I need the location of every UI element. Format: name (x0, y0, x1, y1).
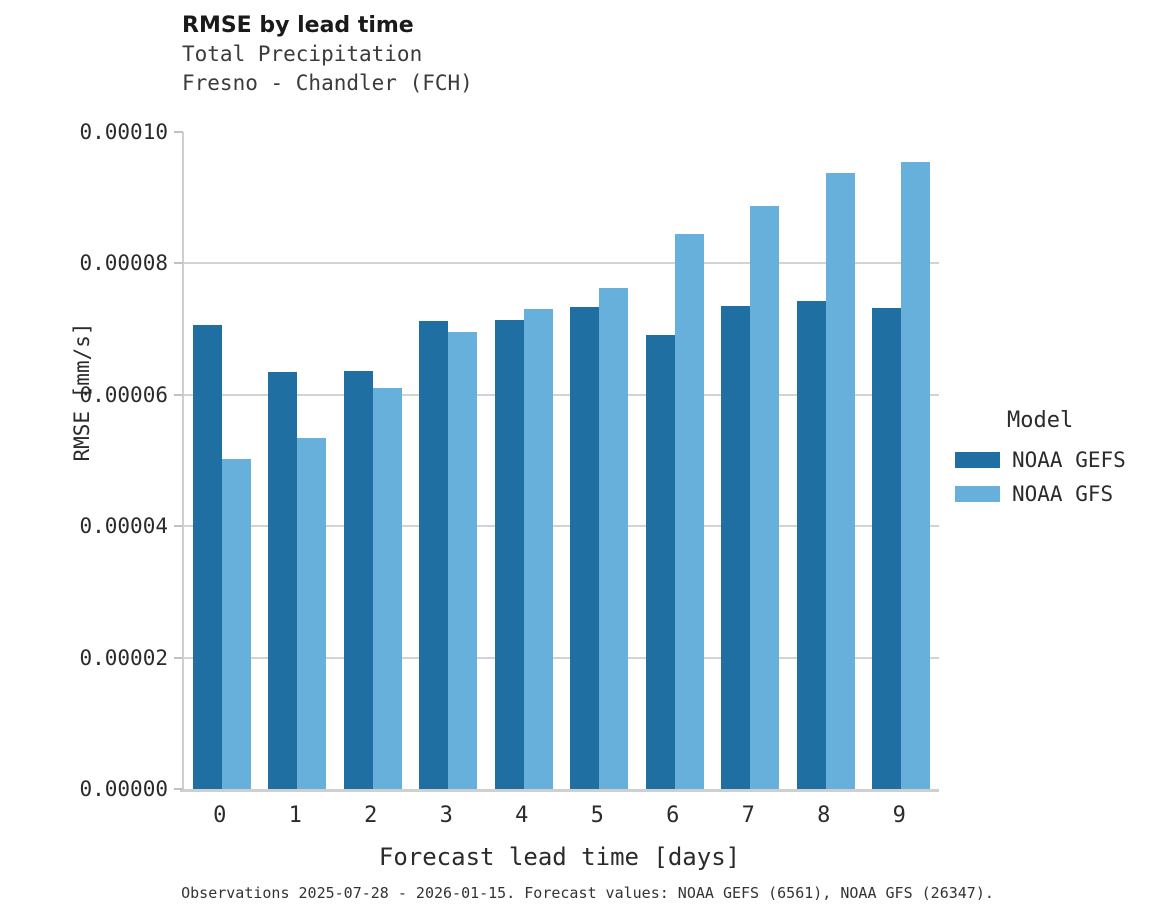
bar (570, 307, 600, 789)
y-axis-tick-label: 0.00006 (79, 382, 168, 407)
y-axis-tick-mark (174, 656, 183, 659)
x-axis-label: Forecast lead time [days] (378, 843, 741, 871)
legend-title: Model (1007, 408, 1074, 433)
title-block: RMSE by lead time Total Precipitation Fr… (182, 12, 942, 98)
x-axis-line (180, 789, 939, 792)
bar (343, 371, 373, 789)
y-axis-tick-mark (174, 262, 183, 265)
bar (268, 371, 298, 789)
bar (419, 321, 449, 789)
x-axis-tick-label: 8 (817, 803, 831, 828)
y-axis-tick-label: 0.00010 (79, 120, 168, 144)
plot-area (182, 132, 939, 789)
gridline (184, 393, 939, 396)
bar (674, 233, 704, 789)
bar (645, 335, 675, 789)
chart-subtitle-location: Fresno - Chandler (FCH) (182, 71, 473, 95)
x-axis-tick-label: 2 (364, 803, 378, 828)
x-axis-tick-label: 4 (515, 803, 529, 828)
y-axis-tick-label: 0.00004 (79, 514, 168, 539)
bar (901, 161, 931, 789)
y-axis-tick-mark (174, 131, 183, 133)
bar (750, 205, 780, 789)
y-axis-label: RMSE [mm/s] (70, 322, 94, 462)
legend-item[interactable]: NOAA GFS (955, 479, 1175, 509)
bar (523, 308, 553, 789)
y-axis-tick-mark (174, 788, 183, 790)
y-axis-tick-mark (174, 525, 183, 528)
bar (494, 319, 524, 789)
gridline (184, 656, 939, 659)
bar (192, 325, 222, 789)
x-axis-tick-label: 6 (666, 803, 680, 828)
legend: Model NOAA GEFS NOAA GFS (955, 408, 1175, 513)
legend-item[interactable]: NOAA GEFS (955, 445, 1175, 475)
x-axis-tick-label: 5 (590, 803, 604, 828)
legend-swatch-icon (955, 486, 1000, 502)
bar (796, 300, 826, 789)
x-axis-tick-label: 1 (288, 803, 302, 828)
legend-item-label: NOAA GEFS (1012, 448, 1126, 472)
y-axis-tick-mark (174, 393, 183, 396)
x-axis-tick-label: 3 (439, 803, 453, 828)
bar (448, 332, 478, 789)
legend-entries: NOAA GEFS NOAA GFS (955, 445, 1175, 509)
page-title: RMSE by lead time (182, 13, 414, 38)
y-axis-tick-label: 0.00000 (79, 777, 168, 801)
y-axis-tick-label: 0.00002 (79, 645, 168, 670)
legend-item-label: NOAA GFS (1012, 482, 1114, 506)
x-axis-tick-label: 9 (892, 803, 906, 828)
bar (221, 459, 251, 789)
gridline (184, 262, 939, 265)
bar (372, 387, 402, 789)
y-axis-tick-label: 0.00008 (79, 251, 168, 276)
gridline (184, 525, 939, 528)
bar (825, 172, 855, 789)
bar (721, 306, 751, 789)
y-axis-tick-labels: 0.00000 0.00002 0.00004 0.00006 0.00008 0.000… (0, 0, 168, 923)
bar (297, 437, 327, 789)
figure-caption: Observations 2025-07-28 - 2026-01-15. Fo… (181, 884, 994, 902)
bar (599, 288, 629, 789)
chart-subtitle-variable: Total Precipitation (182, 42, 423, 66)
x-axis-tick-label: 0 (213, 803, 227, 828)
x-axis-tick-label: 7 (741, 803, 755, 828)
legend-swatch-icon (955, 452, 1000, 468)
bar (872, 308, 902, 789)
